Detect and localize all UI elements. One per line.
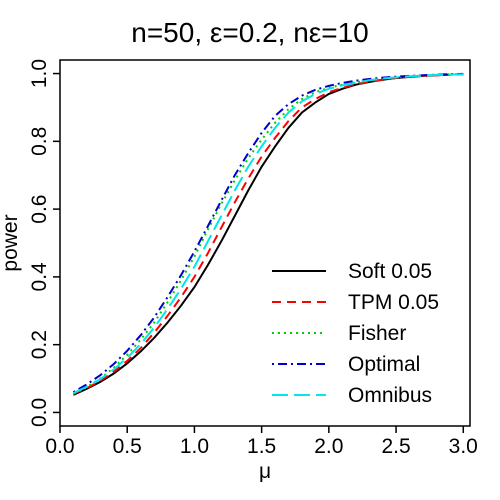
y-tick-label: 0.6 bbox=[28, 195, 51, 224]
x-tick-label: 0.5 bbox=[113, 435, 142, 458]
legend-label: Omnibus bbox=[348, 384, 432, 407]
series-line-1 bbox=[72, 73, 464, 396]
series-line-2 bbox=[73, 73, 464, 395]
legend-label: Soft 0.05 bbox=[348, 260, 432, 283]
chart-title: n=50, ε=0.2, nε=10 bbox=[131, 17, 369, 48]
x-tick-label: 1.0 bbox=[180, 435, 209, 458]
legend-label: Optimal bbox=[348, 353, 420, 376]
x-tick-label: 1.5 bbox=[247, 435, 276, 458]
y-axis-label: power bbox=[0, 214, 22, 271]
y-tick-label: 0.8 bbox=[28, 127, 51, 156]
y-tick-label: 1.0 bbox=[28, 59, 51, 88]
series-layer bbox=[72, 72, 464, 396]
x-axis-label: μ bbox=[259, 460, 271, 483]
series-line-5 bbox=[72, 73, 464, 395]
legend-label: Fisher bbox=[348, 322, 406, 345]
series-line-4 bbox=[72, 72, 464, 393]
series-line-3 bbox=[72, 73, 464, 395]
x-tick-label: 2.0 bbox=[314, 435, 343, 458]
x-axis: 0.0 0.5 1.0 1.5 2.0 2.5 3.0 bbox=[45, 426, 478, 458]
y-tick-label: 0.4 bbox=[28, 262, 51, 292]
plot-frame bbox=[59, 59, 471, 427]
x-tick-label: 3.0 bbox=[449, 435, 478, 458]
legend-label: TPM 0.05 bbox=[348, 291, 439, 314]
legend: Soft 0.05 TPM 0.05 Fisher Optimal Omnibus bbox=[272, 260, 439, 407]
y-axis: 0.0 0.2 0.4 0.6 0.8 1.0 bbox=[28, 59, 60, 427]
y-tick-label: 0.2 bbox=[28, 330, 51, 359]
y-tick-label: 0.0 bbox=[28, 398, 51, 427]
x-tick-label: 2.5 bbox=[381, 435, 410, 458]
x-tick-label: 0.0 bbox=[45, 435, 74, 458]
